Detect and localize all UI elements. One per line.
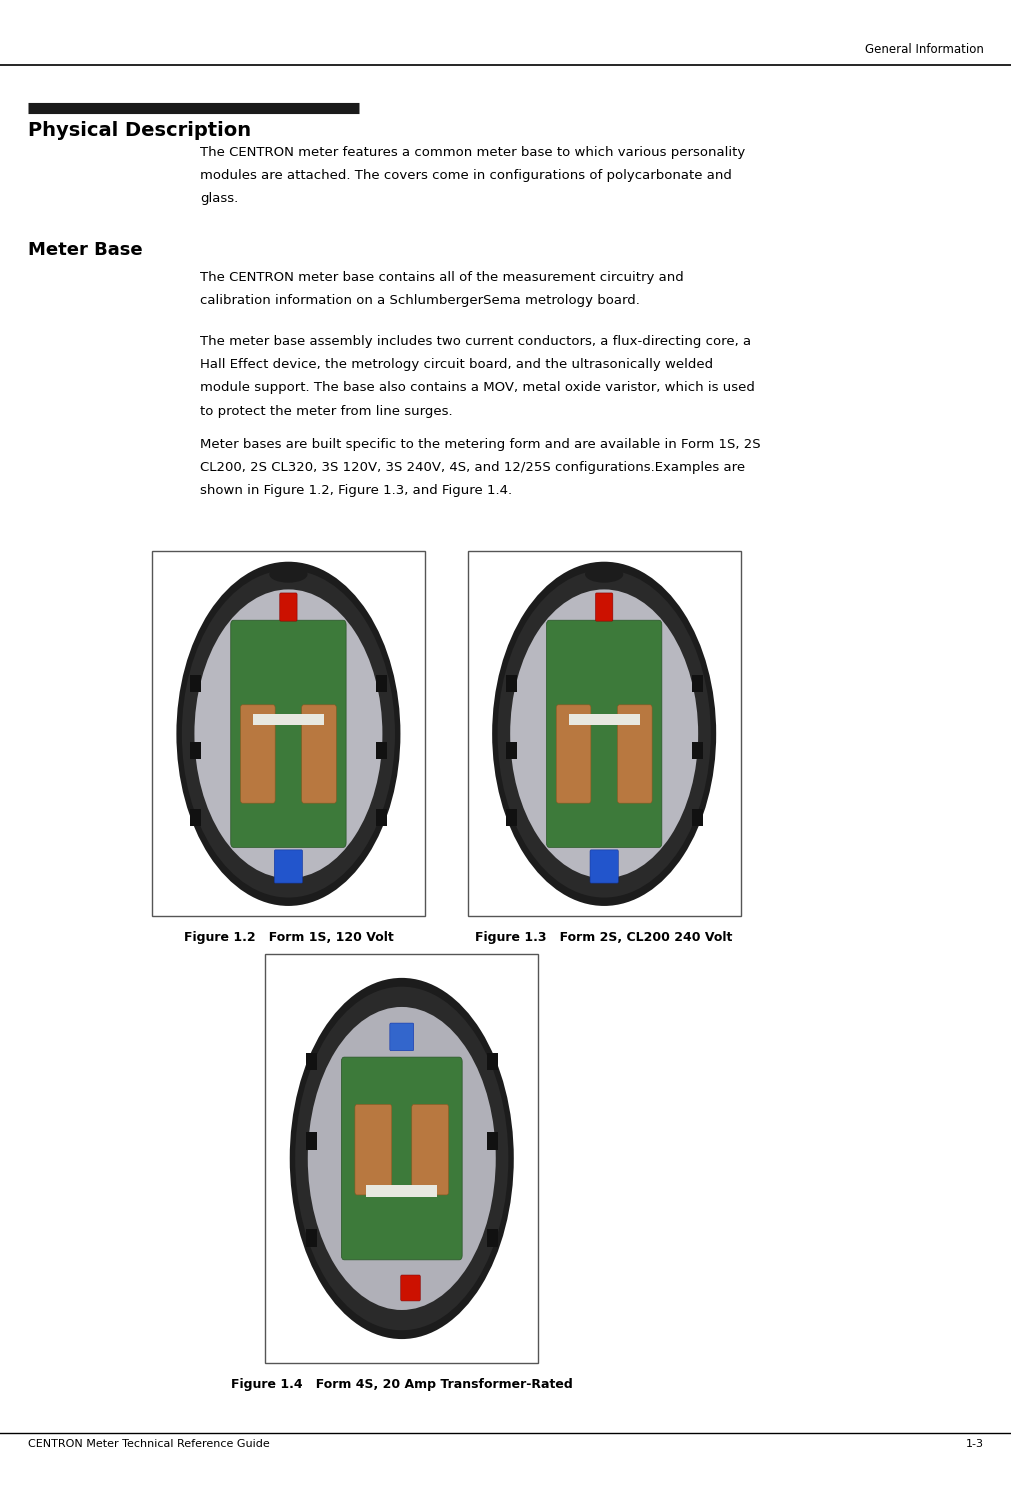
- Bar: [152, 551, 425, 916]
- FancyBboxPatch shape: [301, 705, 336, 803]
- Ellipse shape: [497, 571, 710, 897]
- FancyBboxPatch shape: [341, 1056, 462, 1261]
- Bar: [375, 742, 386, 758]
- Text: The meter base assembly includes two current conductors, a flux-directing core, : The meter base assembly includes two cur…: [200, 335, 751, 349]
- Bar: [486, 1132, 497, 1150]
- FancyBboxPatch shape: [241, 705, 275, 803]
- FancyBboxPatch shape: [556, 705, 590, 803]
- Ellipse shape: [289, 977, 514, 1340]
- Bar: [691, 809, 702, 825]
- Bar: [691, 742, 702, 758]
- Ellipse shape: [584, 566, 623, 583]
- Bar: [375, 675, 386, 691]
- Text: CL200, 2S CL320, 3S 120V, 3S 240V, 4S, and 12/25S configurations.Examples are: CL200, 2S CL320, 3S 120V, 3S 240V, 4S, a…: [200, 462, 745, 474]
- FancyBboxPatch shape: [389, 1024, 413, 1050]
- Ellipse shape: [176, 562, 400, 906]
- Ellipse shape: [269, 566, 307, 583]
- Text: Figure 1.2   Form 1S, 120 Volt: Figure 1.2 Form 1S, 120 Volt: [183, 931, 393, 945]
- Bar: [305, 1132, 316, 1150]
- Text: Meter Base: Meter Base: [28, 241, 143, 259]
- FancyBboxPatch shape: [355, 1104, 391, 1195]
- Text: CENTRON Meter Technical Reference Guide: CENTRON Meter Technical Reference Guide: [28, 1439, 270, 1450]
- Text: Figure 1.4   Form 4S, 20 Amp Transformer-Rated: Figure 1.4 Form 4S, 20 Amp Transformer-R…: [231, 1378, 572, 1392]
- FancyBboxPatch shape: [231, 620, 346, 848]
- Text: General Information: General Information: [864, 43, 983, 57]
- FancyBboxPatch shape: [546, 620, 661, 848]
- Bar: [486, 1229, 497, 1247]
- FancyBboxPatch shape: [411, 1104, 448, 1195]
- Text: 1-3: 1-3: [964, 1439, 983, 1450]
- Text: module support. The base also contains a MOV, metal oxide varistor, which is use: module support. The base also contains a…: [200, 381, 754, 395]
- Bar: [375, 809, 386, 825]
- Ellipse shape: [510, 590, 698, 878]
- Bar: [190, 809, 201, 825]
- Text: Meter bases are built specific to the metering form and are available in Form 1S: Meter bases are built specific to the me…: [200, 438, 760, 451]
- Bar: [506, 675, 517, 691]
- Bar: [305, 1229, 316, 1247]
- Text: Figure 1.3   Form 2S, CL200 240 Volt: Figure 1.3 Form 2S, CL200 240 Volt: [475, 931, 732, 945]
- Ellipse shape: [307, 1007, 495, 1310]
- Text: calibration information on a SchlumbergerSema metrology board.: calibration information on a Schlumberge…: [200, 295, 640, 307]
- Text: The CENTRON meter features a common meter base to which various personality: The CENTRON meter features a common mete…: [200, 146, 745, 159]
- FancyBboxPatch shape: [279, 593, 297, 621]
- Bar: [265, 954, 538, 1363]
- FancyBboxPatch shape: [400, 1275, 420, 1301]
- Text: to protect the meter from line surges.: to protect the meter from line surges.: [200, 404, 453, 417]
- FancyBboxPatch shape: [589, 849, 618, 884]
- Bar: [190, 742, 201, 758]
- Text: glass.: glass.: [200, 192, 239, 206]
- Ellipse shape: [194, 590, 382, 878]
- Text: modules are attached. The covers come in configurations of polycarbonate and: modules are attached. The covers come in…: [200, 170, 732, 182]
- Ellipse shape: [182, 571, 394, 897]
- Text: The CENTRON meter base contains all of the measurement circuitry and: The CENTRON meter base contains all of t…: [200, 271, 683, 285]
- Bar: [506, 809, 517, 825]
- Bar: [190, 675, 201, 691]
- Bar: [366, 1185, 437, 1198]
- Ellipse shape: [295, 986, 508, 1331]
- Bar: [467, 551, 740, 916]
- Bar: [691, 675, 702, 691]
- Bar: [486, 1053, 497, 1070]
- Text: Physical Description: Physical Description: [28, 122, 251, 140]
- Bar: [568, 714, 639, 726]
- Ellipse shape: [491, 562, 716, 906]
- FancyBboxPatch shape: [274, 849, 302, 884]
- Bar: [305, 1053, 316, 1070]
- Text: Hall Effect device, the metrology circuit board, and the ultrasonically welded: Hall Effect device, the metrology circui…: [200, 358, 713, 371]
- Text: shown in Figure 1.2, Figure 1.3, and Figure 1.4.: shown in Figure 1.2, Figure 1.3, and Fig…: [200, 484, 512, 498]
- FancyBboxPatch shape: [617, 705, 651, 803]
- Bar: [253, 714, 324, 726]
- FancyBboxPatch shape: [594, 593, 613, 621]
- Bar: [506, 742, 517, 758]
